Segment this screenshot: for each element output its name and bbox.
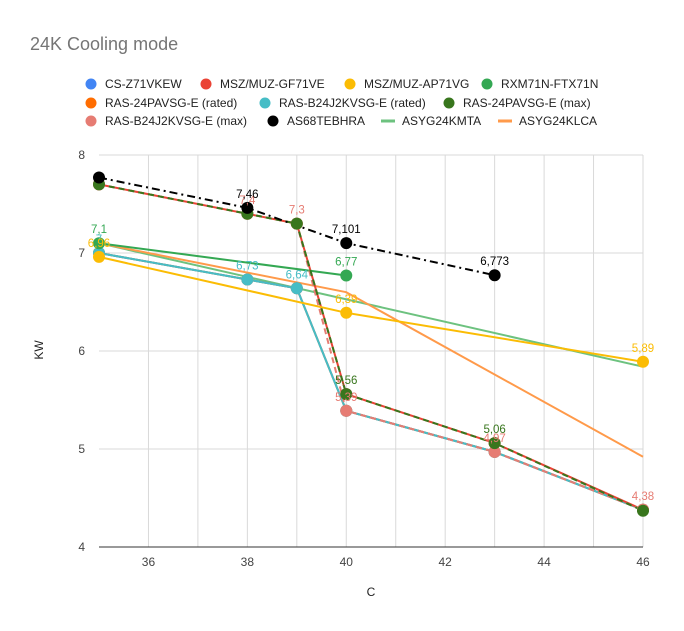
- legend: CS-Z71VKEW MSZ/MUZ-GF71VE MSZ/MUZ-AP71VG RX…: [85, 77, 598, 128]
- data-label: 6,73: [236, 260, 258, 272]
- legend-swatch: [259, 97, 271, 109]
- data-point-ras-24pavsg-e-max: [488, 437, 501, 450]
- x-axis-title: C: [367, 585, 376, 599]
- data-point-ras-24pavsg-e-max: [340, 388, 353, 401]
- legend-swatch: [481, 78, 493, 90]
- data-label: 4,38: [632, 491, 654, 503]
- data-label: 5,89: [632, 343, 654, 355]
- series-line-ras-24pavsg-e-max: [98, 183, 644, 512]
- legend-label: RAS-B24J2KVSG-E (max): [105, 114, 247, 128]
- legend-label: CS-Z71VKEW: [105, 77, 182, 91]
- legend-label: ASYG24KMTA: [402, 114, 481, 128]
- legend-label: AS68TEBHRA: [287, 114, 365, 128]
- data-point-ras-24pavsg-e-max: [637, 504, 649, 517]
- x-tick-label: 44: [537, 555, 551, 569]
- series-line-msz-muz-ap71vg: [98, 255, 644, 363]
- data-label: 7,46: [236, 189, 258, 201]
- data-label: 5,56: [335, 375, 357, 387]
- data-label: 6,39: [335, 294, 357, 306]
- x-tick-label: 42: [439, 555, 453, 569]
- legend-label: MSZ/MUZ-GF71VE: [220, 77, 325, 91]
- data-label: 7,3: [289, 205, 305, 217]
- data-label: 5,06: [483, 424, 505, 436]
- data-point-as68tebhra: [93, 171, 105, 184]
- data-point-rxm71n-ftx71n: [93, 237, 105, 250]
- legend-swatch: [85, 78, 97, 90]
- series-line-cs-z71vkew: [98, 252, 644, 511]
- legend-swatch: [344, 78, 356, 90]
- data-point-msz-muz-ap71vg: [93, 250, 105, 263]
- data-labels: 7 6,73 6,64 6,96 6,39 5,89 7,1 6,77 7,4 7,3 5,39 4,…: [88, 189, 654, 503]
- data-label: 7,4: [239, 195, 256, 207]
- legend-swatch: [85, 97, 97, 109]
- legend-swatch: [200, 78, 212, 90]
- legend-swatch: [443, 97, 455, 109]
- data-point-as68tebhra: [241, 201, 254, 214]
- data-label: 7: [96, 234, 102, 246]
- series-line-rxm71n-ftx71n: [98, 242, 347, 277]
- legend-label: ASYG24KLCA: [519, 114, 597, 128]
- y-tick-label: 5: [78, 442, 85, 456]
- y-tick-label: 7: [78, 246, 85, 260]
- axis-ticks: 36 38 40 42 44 46 4 5 6 7 8: [78, 148, 650, 569]
- x-tick-label: 40: [340, 555, 354, 569]
- data-point-ras-24pavsg-e-max: [290, 217, 303, 230]
- legend-label: RAS-24PAVSG-E (max): [463, 96, 591, 110]
- legend-swatch: [267, 115, 279, 127]
- data-label: 6,64: [286, 269, 309, 281]
- x-tick-label: 46: [636, 555, 650, 569]
- legend-label: RXM71N-FTX71N: [501, 77, 598, 91]
- data-label: 6,96: [88, 238, 110, 250]
- data-point-as68tebhra: [488, 269, 501, 282]
- data-point-ras-b24j2kvsg-e-max: [340, 404, 353, 417]
- legend-swatch: [85, 115, 97, 127]
- x-tick-label: 36: [142, 555, 156, 569]
- y-tick-label: 4: [78, 540, 85, 554]
- data-point-ras-b24j2kvsg-e-rated: [290, 282, 303, 295]
- data-label: 6,77: [335, 257, 357, 269]
- series-lines: [98, 176, 644, 512]
- series-line-asyg24klca: [98, 242, 644, 458]
- series-line-msz-muz-gf71ve: [98, 183, 644, 511]
- legend-label: MSZ/MUZ-AP71VG: [364, 77, 469, 91]
- data-point-ras-b24j2kvsg-e-max: [488, 445, 501, 458]
- data-point-ras-b24j2kvsg-e-rated: [241, 273, 254, 286]
- y-tick-label: 8: [78, 148, 85, 162]
- data-point-msz-muz-ap71vg: [637, 355, 649, 368]
- y-tick-label: 6: [78, 344, 85, 358]
- x-tick-label: 38: [241, 555, 255, 569]
- series-line-ras-24pavsg-e-rated: [98, 252, 644, 511]
- series-line-ras-b24j2kvsg-e-max: [98, 183, 644, 511]
- data-label: 5,39: [335, 392, 357, 404]
- data-label: 4,97: [483, 433, 505, 445]
- chart-title: 24K Cooling mode: [30, 34, 178, 54]
- data-label: 7,101: [332, 224, 361, 236]
- data-point-as68tebhra: [340, 237, 353, 250]
- data-label: 7,1: [91, 224, 107, 236]
- data-point-msz-muz-ap71vg: [340, 306, 353, 319]
- series-line-ras-b24j2kvsg-e-rated: [98, 252, 644, 511]
- series-markers: [93, 171, 649, 517]
- data-label: 6,773: [480, 256, 509, 268]
- grid: [99, 154, 644, 548]
- data-point-rxm71n-ftx71n: [340, 269, 353, 282]
- y-axis-title: KW: [32, 340, 46, 360]
- legend-label: RAS-24PAVSG-E (rated): [105, 96, 237, 110]
- legend-label: RAS-B24J2KVSG-E (rated): [279, 96, 426, 110]
